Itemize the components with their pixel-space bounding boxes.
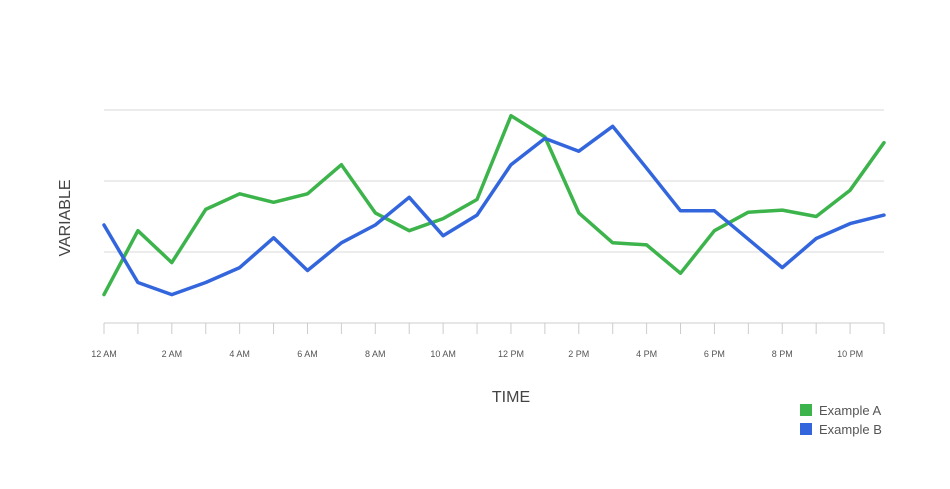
x-axis-title: TIME	[492, 389, 530, 406]
y-axis-title: VARIABLE	[57, 179, 74, 256]
x-tick-label-10-am: 10 AM	[430, 349, 456, 359]
x-axis-ticks	[103, 323, 885, 334]
series-line-example-a	[102, 113, 886, 297]
legend-label-example-a: Example A	[819, 403, 881, 418]
legend-label-example-b: Example B	[819, 422, 882, 437]
x-tick-label-2-am: 2 AM	[162, 349, 183, 359]
x-tick-label-6-am: 6 AM	[297, 349, 318, 359]
x-tick-label-10-pm: 10 PM	[837, 349, 863, 359]
x-tick-label-2-pm: 2 PM	[568, 349, 589, 359]
series-line-example-b	[102, 124, 886, 297]
x-tick-label-12-pm: 12 PM	[498, 349, 524, 359]
legend: Example A Example B	[800, 403, 882, 437]
x-axis-tick-labels: 12 AM 2 AM 4 AM 6 AM 8 AM 10 AM 12 PM 2 PM 4 PM 6…	[91, 349, 863, 359]
legend-swatch-example-a	[800, 404, 812, 416]
legend-item-example-b: Example B	[800, 422, 882, 437]
x-tick-label-4-am: 4 AM	[229, 349, 250, 359]
legend-swatch-example-b	[800, 423, 812, 435]
x-tick-label-8-pm: 8 PM	[772, 349, 793, 359]
x-tick-label-4-pm: 4 PM	[636, 349, 657, 359]
gridlines	[104, 109, 884, 253]
x-tick-label-8-am: 8 AM	[365, 349, 386, 359]
series-lines	[102, 113, 886, 297]
legend-item-example-a: Example A	[800, 403, 881, 418]
x-tick-label-6-pm: 6 PM	[704, 349, 725, 359]
x-tick-label-12-am: 12 AM	[91, 349, 117, 359]
